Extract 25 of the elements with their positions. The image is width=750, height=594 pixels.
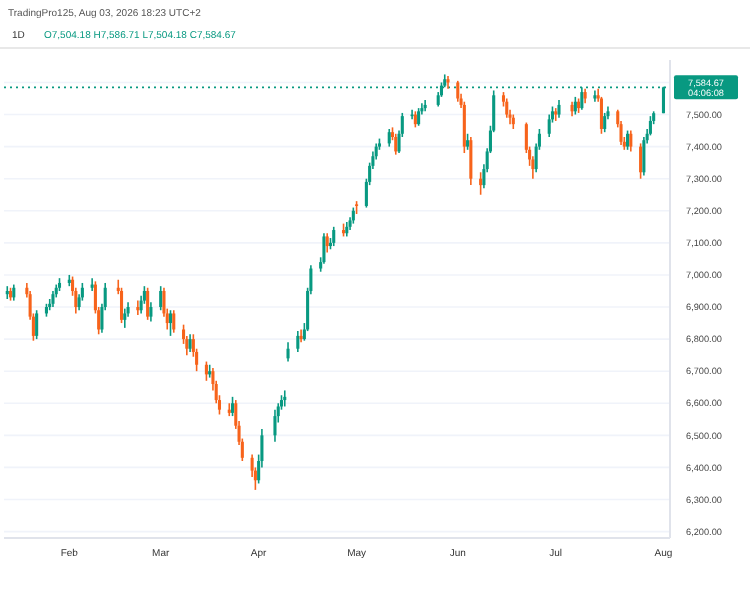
- candlestick: [273, 408, 277, 443]
- candlestick: [283, 389, 287, 408]
- candlestick: [505, 97, 509, 119]
- candlestick: [35, 309, 39, 340]
- candlestick: [642, 136, 646, 177]
- candlestick: [332, 226, 336, 247]
- candlestick: [149, 301, 153, 323]
- candlestick: [456, 80, 460, 103]
- candlestick: [172, 309, 176, 334]
- candlestick: [325, 232, 329, 254]
- candlestick: [123, 307, 127, 329]
- candlestick: [322, 232, 326, 265]
- candlestick: [299, 328, 303, 344]
- candlestick: [286, 341, 290, 363]
- candlestick: [394, 132, 398, 156]
- candlestick: [446, 75, 450, 90]
- candlestick: [547, 113, 551, 138]
- candlestick: [629, 129, 633, 153]
- candlestick: [5, 285, 9, 300]
- candlestick: [119, 286, 124, 324]
- candlestick: [204, 360, 208, 382]
- candlestick: [531, 155, 535, 180]
- candlestick: [90, 277, 94, 292]
- candlestick: [136, 299, 140, 316]
- candlestick: [296, 330, 300, 353]
